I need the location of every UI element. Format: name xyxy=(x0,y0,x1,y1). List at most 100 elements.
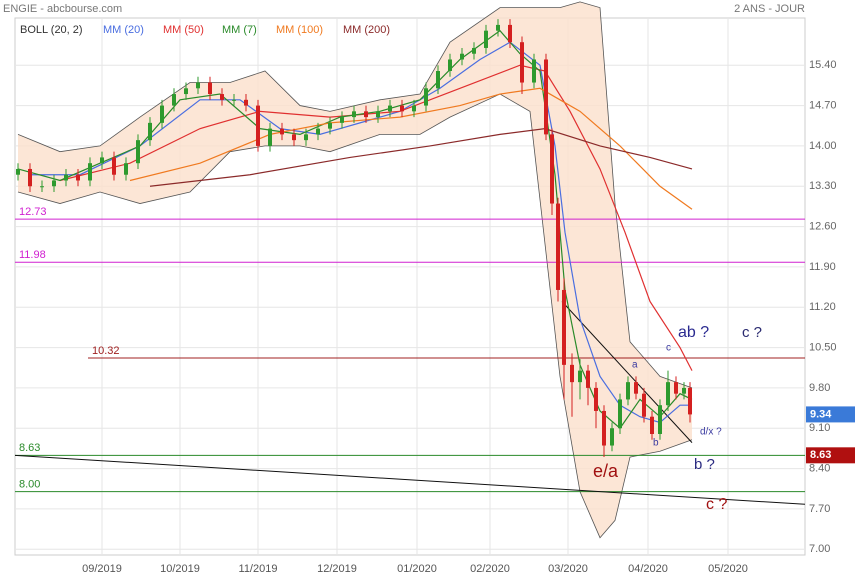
candle-body xyxy=(594,387,598,411)
candle-body xyxy=(658,405,662,435)
candle-body xyxy=(364,111,368,118)
candle-body xyxy=(352,111,356,118)
candle-body xyxy=(460,53,464,60)
candle-body xyxy=(634,382,638,394)
price-tag xyxy=(806,406,855,423)
candle-body xyxy=(412,105,416,112)
annotation: a xyxy=(632,360,638,371)
x-tick-label: 11/2019 xyxy=(239,563,278,575)
candle-body xyxy=(268,128,272,146)
legend-entry: MM (7) xyxy=(222,24,257,36)
candle-body xyxy=(172,94,176,106)
candle-body xyxy=(484,30,488,48)
x-tick-label: 02/2020 xyxy=(470,563,510,575)
candle-body xyxy=(196,82,200,89)
candle-body xyxy=(674,382,678,394)
candle-body xyxy=(52,180,56,187)
annotation: b ? xyxy=(694,456,715,473)
annotation: c ? xyxy=(742,324,762,341)
candle-body xyxy=(76,174,80,181)
x-tick-label: 12/2019 xyxy=(317,563,357,575)
price-tag-label: 8.63 xyxy=(810,449,831,461)
y-tick-label: 14.70 xyxy=(809,99,837,111)
candle-body xyxy=(424,88,428,106)
annotation: ab ? xyxy=(678,324,709,341)
price-tag-label: 9.34 xyxy=(810,408,832,420)
y-tick-label: 7.00 xyxy=(809,543,830,555)
annotation: b xyxy=(653,438,659,449)
bollinger-upper xyxy=(17,1,693,389)
candle-body xyxy=(570,364,574,383)
candle-body xyxy=(400,105,404,112)
x-tick-label: 05/2020 xyxy=(708,563,748,575)
legend-entry: BOLL (20, 2) xyxy=(20,24,83,36)
candle-body xyxy=(244,99,248,106)
candle-body xyxy=(376,111,380,118)
candle-body xyxy=(256,105,260,146)
annotation: c xyxy=(666,343,671,354)
candle-body xyxy=(688,387,692,415)
candle-body xyxy=(556,203,560,290)
candle-body xyxy=(496,24,500,31)
level-label: 8.63 xyxy=(19,442,40,454)
y-tick-label: 14.00 xyxy=(809,140,837,152)
candle-body xyxy=(436,71,440,89)
level-label: 8.00 xyxy=(19,479,40,491)
y-tick-label: 8.40 xyxy=(809,462,830,474)
x-tick-label: 03/2020 xyxy=(548,563,588,575)
moving-average xyxy=(17,29,693,430)
bollinger-lower xyxy=(17,93,693,539)
candle-body xyxy=(184,88,188,95)
candle-body xyxy=(64,174,68,181)
candle-body xyxy=(100,157,104,164)
candle-body xyxy=(220,94,224,100)
annotation: c ? xyxy=(706,496,727,513)
candle-body xyxy=(328,122,332,129)
y-tick-label: 11.20 xyxy=(809,301,836,313)
level-label: 11.98 xyxy=(19,249,46,261)
candle-body xyxy=(160,105,164,123)
candle-body xyxy=(292,134,296,141)
price-tag xyxy=(806,447,855,464)
candle-body xyxy=(520,42,524,83)
chart-subtitle: 2 ANS - JOUR xyxy=(734,3,805,15)
trendline xyxy=(561,301,693,443)
y-tick-label: 9.10 xyxy=(809,422,830,434)
candle-body xyxy=(544,59,548,135)
legend-entry: MM (100) xyxy=(276,24,323,36)
candle-body xyxy=(618,399,622,429)
candle-body xyxy=(388,105,392,112)
candle-body xyxy=(550,134,554,204)
candle-body xyxy=(642,393,646,417)
candle-body xyxy=(610,428,614,446)
candle-body xyxy=(112,157,116,175)
candle-body xyxy=(208,82,212,95)
legend-entry: MM (50) xyxy=(163,24,204,36)
candle-body xyxy=(124,163,128,175)
candle-body xyxy=(232,99,236,101)
chart-title: ENGIE - abcbourse.com xyxy=(3,3,122,15)
legend-entry: MM (200) xyxy=(343,24,390,36)
candle-body xyxy=(562,289,566,365)
annotation: e/a xyxy=(593,461,619,481)
x-tick-label: 09/2019 xyxy=(82,563,122,575)
candle-body xyxy=(626,382,630,400)
candle-body xyxy=(280,128,284,135)
candle-body xyxy=(586,370,590,388)
moving-average xyxy=(149,128,693,187)
x-tick-label: 04/2020 xyxy=(628,563,668,575)
x-tick-label: 01/2020 xyxy=(397,563,437,575)
candle-body xyxy=(40,186,44,188)
candle-body xyxy=(472,47,476,54)
candle-body xyxy=(136,140,140,164)
y-tick-label: 12.60 xyxy=(809,220,837,232)
candle-body xyxy=(316,128,320,135)
candle-body xyxy=(578,370,582,383)
candle-body xyxy=(448,59,452,72)
y-tick-label: 15.40 xyxy=(809,59,837,71)
annotation: d/x ? xyxy=(700,427,722,438)
y-tick-label: 10.50 xyxy=(809,341,837,353)
candle-body xyxy=(28,168,32,187)
y-tick-label: 11.90 xyxy=(809,261,836,273)
